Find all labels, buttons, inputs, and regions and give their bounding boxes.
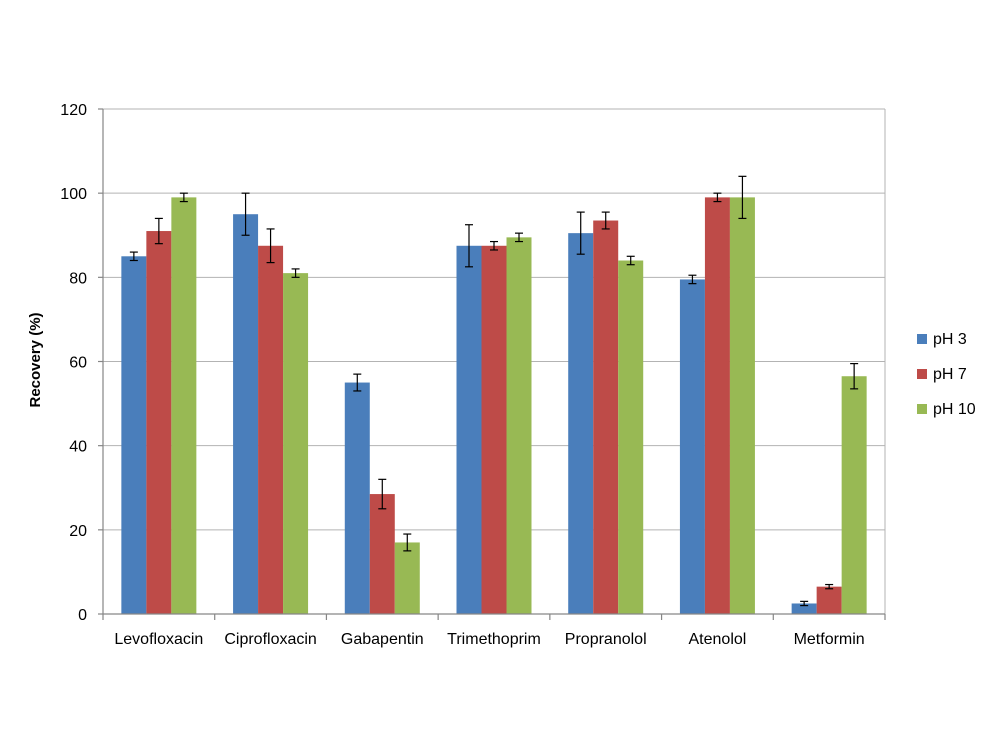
x-tick-label: Atenolol bbox=[689, 631, 747, 648]
x-tick-label: Ciprofloxacin bbox=[224, 631, 316, 648]
y-axis-label: Recovery (%) bbox=[27, 312, 44, 407]
legend-swatch bbox=[917, 404, 927, 414]
bar bbox=[258, 245, 284, 615]
legend-label: pH 10 bbox=[933, 401, 976, 418]
bar bbox=[481, 245, 507, 615]
bar bbox=[344, 382, 370, 614]
bar bbox=[679, 279, 705, 614]
error-bar bbox=[378, 478, 387, 510]
y-tick-label: 80 bbox=[69, 270, 87, 287]
x-tick-label: Trimethoprim bbox=[447, 631, 541, 648]
legend-label: pH 3 bbox=[933, 331, 967, 348]
legend: pH 3 pH 7 pH 10 bbox=[917, 331, 976, 418]
error-bar bbox=[800, 600, 809, 607]
bar bbox=[816, 586, 842, 614]
error-bar bbox=[241, 192, 250, 236]
bar bbox=[506, 237, 532, 614]
bar bbox=[456, 245, 482, 615]
error-bar bbox=[291, 268, 300, 278]
legend-entry: pH 7 bbox=[917, 366, 967, 383]
bar bbox=[618, 260, 644, 614]
error-bar bbox=[465, 224, 473, 268]
error-bar bbox=[353, 373, 362, 392]
bar bbox=[593, 220, 619, 615]
bar bbox=[394, 542, 420, 614]
error-bar bbox=[403, 533, 412, 552]
x-tick-label: Gabapentin bbox=[341, 631, 424, 648]
error-bar bbox=[738, 175, 747, 220]
bar bbox=[729, 197, 755, 614]
bar bbox=[146, 231, 172, 614]
axis-labels: 0 20 40 60 80 100 120 Levofloxacin Ciprofloxacin… bbox=[60, 102, 864, 648]
error-bar bbox=[688, 274, 697, 285]
error-bar bbox=[626, 255, 635, 266]
legend-swatch bbox=[917, 334, 927, 344]
bar bbox=[841, 376, 867, 614]
error-bar bbox=[515, 232, 523, 243]
error-bar bbox=[490, 240, 498, 251]
error-bar bbox=[576, 211, 585, 255]
y-tick-label: 120 bbox=[60, 102, 87, 119]
error-bars bbox=[129, 175, 859, 607]
legend-label: pH 7 bbox=[933, 366, 967, 383]
y-tick-label: 40 bbox=[69, 439, 87, 456]
x-tick-label: Propranolol bbox=[565, 631, 647, 648]
bar bbox=[704, 197, 730, 614]
error-bar bbox=[266, 228, 275, 264]
y-tick-label: 60 bbox=[69, 355, 87, 372]
x-tick-label: Levofloxacin bbox=[114, 631, 203, 648]
legend-swatch bbox=[917, 369, 927, 379]
error-bar bbox=[129, 251, 138, 262]
y-tick-label: 20 bbox=[69, 523, 87, 540]
error-bar bbox=[179, 192, 188, 203]
error-bar bbox=[825, 583, 834, 590]
y-tick-label: 100 bbox=[60, 186, 87, 203]
legend-entry: pH 3 bbox=[917, 331, 967, 348]
axes bbox=[98, 108, 886, 620]
bars bbox=[121, 197, 867, 615]
bar bbox=[283, 273, 309, 614]
error-bar bbox=[850, 363, 859, 390]
error-bar bbox=[601, 211, 610, 230]
y-tick-label: 0 bbox=[78, 607, 87, 624]
bar bbox=[568, 233, 594, 615]
bar bbox=[369, 494, 395, 614]
error-bar bbox=[713, 192, 722, 203]
legend-entry: pH 10 bbox=[917, 401, 976, 418]
bar bbox=[171, 197, 197, 614]
bar bbox=[791, 603, 817, 614]
bar bbox=[121, 256, 147, 614]
x-tick-label: Metformin bbox=[794, 631, 865, 648]
bar bbox=[233, 214, 259, 615]
error-bar bbox=[154, 217, 163, 245]
